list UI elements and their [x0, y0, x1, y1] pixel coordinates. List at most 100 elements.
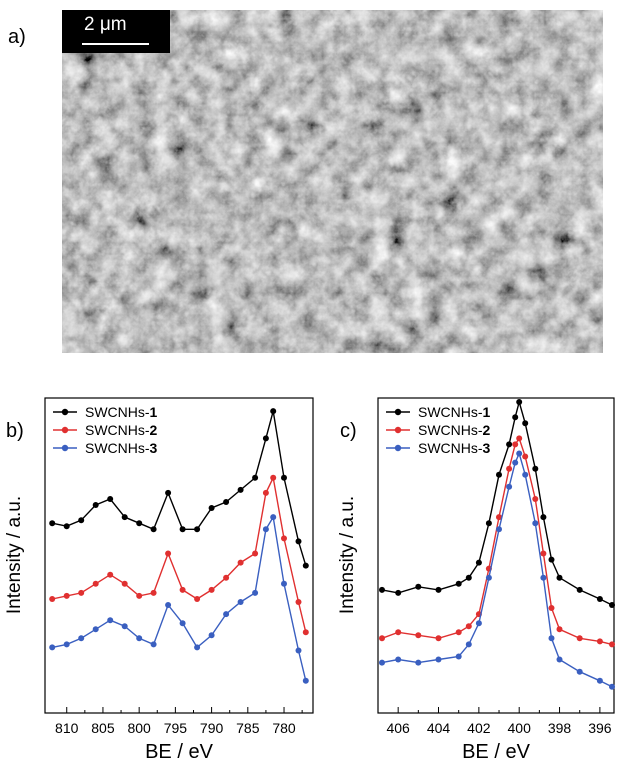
data-point	[556, 656, 563, 663]
series-2	[379, 435, 615, 648]
data-point	[548, 635, 555, 642]
data-point	[49, 596, 56, 602]
data-point	[136, 635, 143, 642]
scale-bar	[82, 43, 149, 45]
x-tick-label: 396	[588, 720, 612, 736]
data-point	[485, 520, 492, 527]
data-point	[540, 514, 547, 521]
legend-label: SWCNHs-3	[85, 440, 158, 456]
data-point	[262, 435, 269, 442]
data-point	[435, 635, 442, 642]
data-point	[548, 605, 555, 611]
data-point	[609, 602, 615, 608]
data-point	[465, 623, 472, 630]
data-point	[465, 574, 472, 581]
data-point	[165, 550, 172, 557]
data-point	[78, 589, 85, 596]
data-point	[194, 596, 201, 602]
series-line	[52, 475, 307, 633]
data-point	[121, 623, 128, 630]
data-point	[63, 523, 70, 530]
sem-micrograph: 2 μm	[62, 10, 603, 353]
legend-marker	[61, 426, 69, 434]
series-3	[49, 514, 309, 684]
x-tick-label: 398	[548, 720, 572, 736]
data-point	[465, 641, 472, 648]
data-point	[63, 592, 70, 599]
data-point	[415, 659, 422, 666]
x-tick-label: 795	[164, 720, 188, 736]
data-point	[395, 656, 402, 663]
data-point	[496, 471, 502, 478]
data-point	[435, 656, 442, 663]
data-point	[270, 474, 277, 481]
data-point	[252, 474, 259, 481]
data-point	[237, 486, 244, 493]
data-point	[576, 586, 583, 593]
data-point	[455, 580, 462, 587]
data-point	[556, 574, 563, 581]
data-point	[262, 526, 269, 533]
data-point	[506, 441, 513, 448]
data-point	[496, 526, 502, 533]
data-point	[252, 550, 259, 557]
panel-label-c: c)	[340, 420, 357, 442]
x-tick-label: 785	[236, 720, 260, 736]
legend-marker	[61, 444, 69, 452]
data-point	[576, 635, 583, 642]
x-tick-label: 805	[91, 720, 115, 736]
data-point	[379, 586, 385, 593]
data-point	[223, 611, 230, 618]
data-point	[475, 620, 482, 627]
legend-label: SWCNHs-2	[418, 422, 491, 438]
series-line	[381, 399, 613, 606]
scale-bar-label: 2 μm	[84, 14, 127, 35]
x-tick-label: 400	[508, 720, 532, 736]
data-point	[532, 496, 539, 502]
data-point	[512, 441, 519, 448]
data-point	[281, 474, 287, 481]
data-point	[150, 641, 157, 648]
data-point	[150, 589, 157, 596]
data-point	[532, 520, 539, 527]
legend-marker	[61, 408, 69, 416]
chart-b: b) 810 805 800 795 790 785 780 BE / eV Intensity …	[4, 397, 314, 763]
data-point	[302, 677, 309, 684]
y-axis-label: Intensity / a.u.	[337, 496, 358, 614]
data-point	[415, 583, 422, 590]
data-point	[556, 626, 563, 633]
data-point	[49, 644, 56, 651]
data-point	[92, 580, 99, 587]
x-axis-label: BE / eV	[462, 741, 530, 763]
data-point	[516, 435, 523, 442]
data-point	[548, 556, 555, 563]
y-axis-label: Intensity / a.u.	[4, 496, 25, 614]
x-axis-label: BE / eV	[145, 741, 213, 763]
data-point	[475, 559, 482, 566]
data-point	[295, 538, 302, 545]
data-point	[596, 677, 603, 684]
data-point	[395, 629, 402, 636]
plot-frame	[377, 397, 615, 714]
data-point	[395, 589, 402, 596]
data-point	[121, 580, 128, 587]
data-point	[516, 450, 523, 457]
data-point	[179, 586, 186, 593]
legend-label: SWCNHs-3	[418, 440, 491, 456]
data-point	[194, 526, 201, 533]
data-point	[107, 617, 114, 624]
data-point	[532, 465, 539, 472]
data-point	[596, 596, 603, 602]
data-point	[435, 586, 442, 593]
legend-label: SWCNHs-2	[85, 422, 158, 438]
data-point	[516, 399, 523, 405]
legend-label: SWCNHs-1	[85, 404, 158, 420]
data-point	[136, 520, 143, 527]
data-point	[281, 580, 287, 587]
data-point	[512, 414, 519, 421]
series-line	[52, 515, 307, 681]
series-2	[49, 474, 309, 636]
data-point	[302, 562, 309, 569]
data-point	[512, 459, 519, 466]
